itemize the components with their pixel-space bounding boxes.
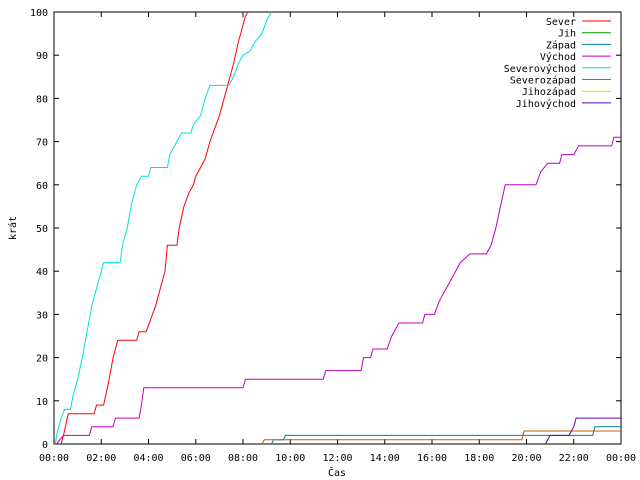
x-tick-label: 12:00	[322, 453, 352, 464]
x-tick-label: 00:00	[606, 453, 636, 464]
legend-label: Jih	[558, 29, 576, 40]
x-axis-title: Čas	[328, 466, 346, 479]
y-tick-label: 20	[36, 354, 48, 365]
y-tick-label: 0	[42, 440, 48, 451]
y-tick-label: 80	[36, 94, 48, 105]
legend-label: Sever	[546, 17, 576, 28]
x-tick-label: 14:00	[370, 453, 400, 464]
x-tick-label: 16:00	[417, 453, 447, 464]
x-tick-label: 10:00	[275, 453, 305, 464]
y-tick-label: 70	[36, 138, 48, 149]
y-tick-label: 100	[30, 8, 48, 19]
series-line	[544, 417, 621, 445]
ticks: 0 10 20 30 40 50 60 70 80 90 100 00:00 02:00 04:00 06:…	[30, 8, 636, 464]
series-line	[54, 11, 272, 445]
series-layer	[54, 11, 621, 445]
legend-label: Severozápad	[510, 75, 576, 87]
x-tick-label: 18:00	[464, 453, 494, 464]
y-tick-label: 40	[36, 267, 48, 278]
x-tick-label: 04:00	[133, 453, 163, 464]
y-axis-title: krát	[7, 216, 19, 240]
series-line	[261, 430, 621, 445]
series-line	[56, 136, 621, 445]
x-tick-label: 08:00	[228, 453, 258, 464]
legend-label: Jihovýchod	[516, 98, 576, 110]
x-tick-label: 06:00	[181, 453, 211, 464]
legend-label: Jihozápad	[522, 86, 576, 98]
legend-label: Západ	[546, 39, 576, 51]
y-tick-label: 60	[36, 181, 48, 192]
x-tick-label: 02:00	[86, 453, 116, 464]
y-tick-label: 50	[36, 224, 48, 235]
x-tick-label: 20:00	[511, 453, 541, 464]
y-tick-label: 90	[36, 51, 48, 62]
legend-label: Východ	[540, 51, 576, 63]
series-line	[60, 11, 249, 445]
legend: SeverJihZápadVýchodSeverovýchodSeverozáp…	[504, 17, 611, 110]
y-tick-label: 10	[36, 397, 48, 408]
x-tick-label: 22:00	[559, 453, 589, 464]
y-tick-label: 30	[36, 310, 48, 321]
legend-label: Severovýchod	[504, 63, 576, 75]
x-tick-label: 00:00	[39, 453, 69, 464]
